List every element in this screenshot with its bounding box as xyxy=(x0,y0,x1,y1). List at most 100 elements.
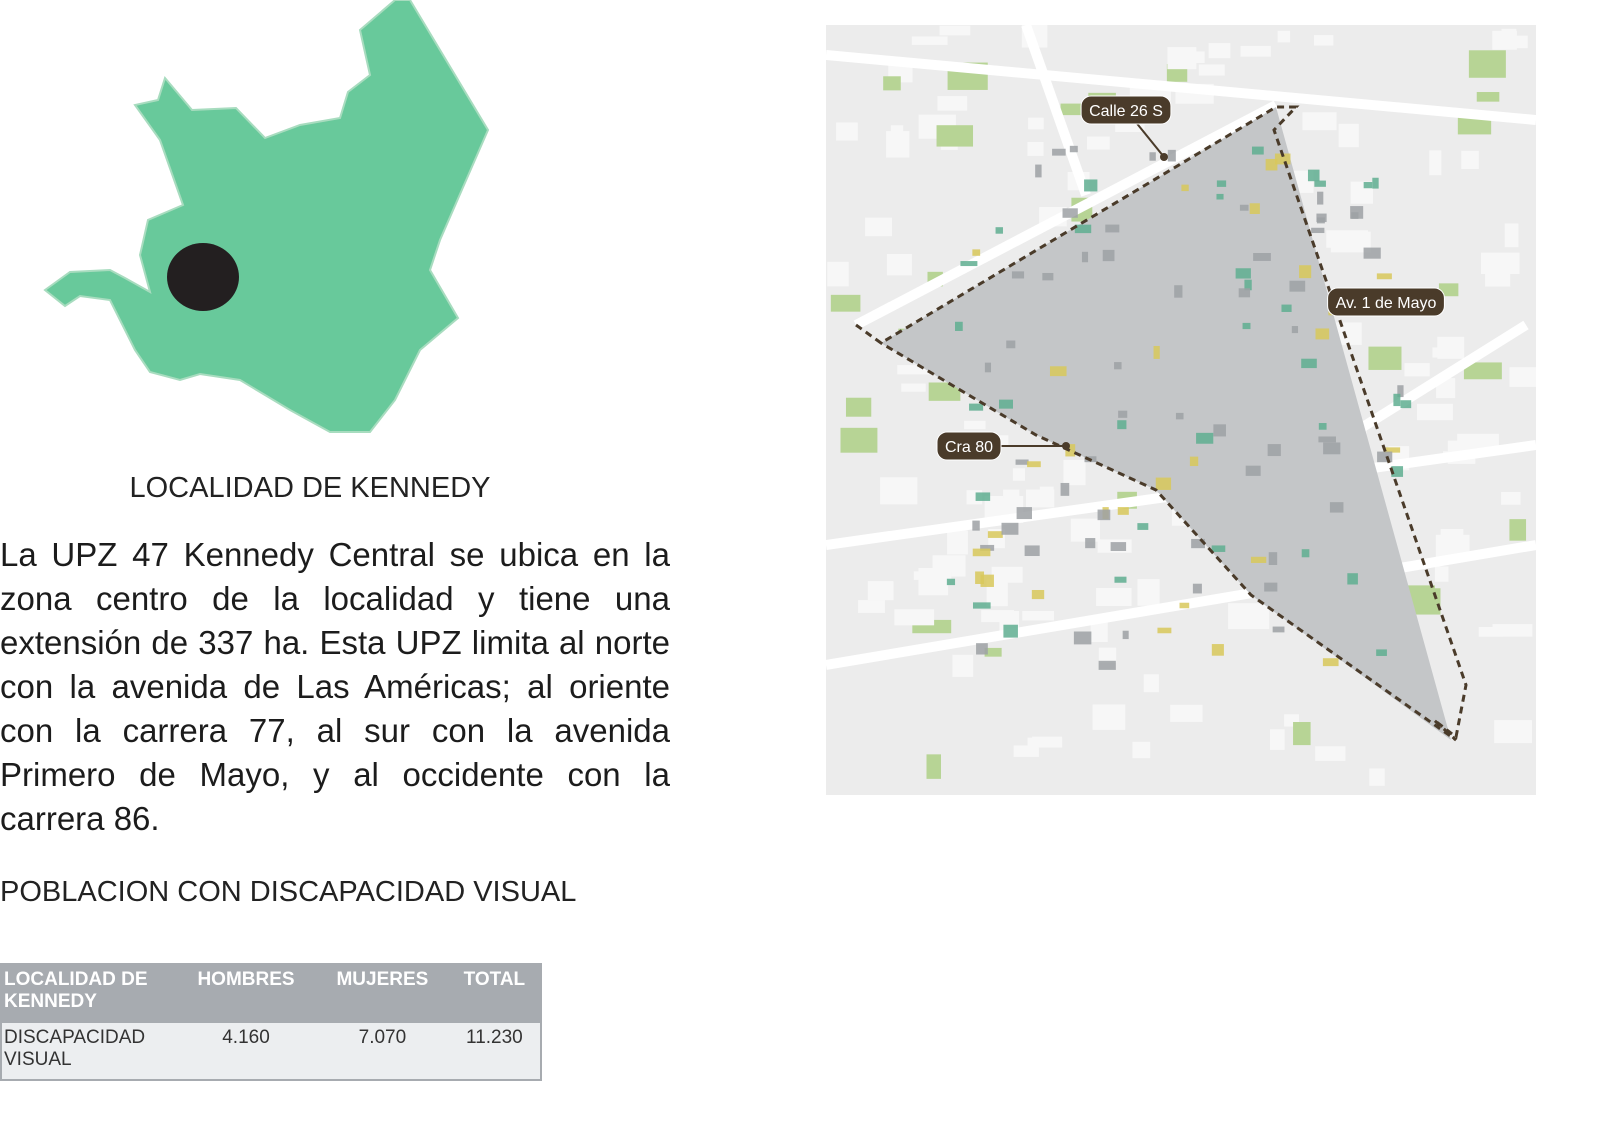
block xyxy=(940,26,971,36)
map-label: Calle 26 S xyxy=(1089,103,1163,120)
building xyxy=(1017,507,1032,519)
building xyxy=(1085,538,1095,548)
building xyxy=(1317,192,1323,205)
block xyxy=(827,262,848,287)
block xyxy=(1293,722,1311,745)
block xyxy=(1170,705,1202,722)
building xyxy=(1364,248,1381,259)
building xyxy=(1196,433,1213,444)
block xyxy=(1133,742,1151,758)
building xyxy=(1264,583,1277,592)
block xyxy=(1501,492,1520,505)
building xyxy=(1149,152,1155,160)
building xyxy=(1070,146,1078,152)
building xyxy=(1035,165,1041,178)
building xyxy=(1103,250,1115,261)
building xyxy=(1137,523,1148,530)
building xyxy=(1105,225,1119,233)
block xyxy=(927,754,941,779)
block xyxy=(1326,230,1368,248)
building xyxy=(988,531,1003,538)
block xyxy=(1241,46,1271,57)
block xyxy=(1315,746,1345,761)
building xyxy=(1253,253,1271,261)
block xyxy=(1003,490,1019,499)
building xyxy=(1061,483,1070,496)
block xyxy=(1494,720,1532,743)
building xyxy=(1075,225,1091,233)
header-cell: TOTAL xyxy=(449,964,541,1023)
block xyxy=(1209,43,1231,58)
building xyxy=(1180,603,1190,609)
block xyxy=(1026,490,1054,508)
block xyxy=(981,610,1014,622)
block xyxy=(1028,118,1044,130)
building xyxy=(1316,328,1330,339)
building xyxy=(1292,326,1298,333)
block xyxy=(1302,112,1336,130)
block xyxy=(912,36,948,44)
building xyxy=(1213,424,1226,436)
building xyxy=(1317,217,1325,223)
building xyxy=(1032,590,1044,599)
block xyxy=(858,600,885,613)
block xyxy=(1022,611,1054,621)
building xyxy=(1377,452,1392,463)
building xyxy=(1350,206,1363,219)
building xyxy=(1074,631,1091,644)
block xyxy=(1481,253,1519,274)
building xyxy=(1181,185,1188,191)
block xyxy=(964,421,985,429)
building xyxy=(1347,573,1358,584)
building xyxy=(1318,436,1336,442)
building xyxy=(1212,644,1224,656)
building xyxy=(1176,413,1184,419)
block xyxy=(1505,224,1519,248)
block xyxy=(1461,151,1479,169)
block xyxy=(1137,579,1159,606)
building xyxy=(1050,366,1067,376)
block xyxy=(1087,137,1110,150)
block xyxy=(1429,150,1441,175)
building xyxy=(1311,228,1324,233)
block xyxy=(1405,363,1430,376)
building xyxy=(1240,205,1249,211)
location-marker xyxy=(167,243,239,311)
building xyxy=(1168,150,1176,162)
building xyxy=(1111,542,1126,551)
block xyxy=(1278,31,1291,43)
building xyxy=(973,602,991,608)
building xyxy=(1118,507,1129,515)
block xyxy=(868,581,894,600)
block xyxy=(831,295,861,312)
locality-shape xyxy=(45,0,488,432)
building xyxy=(1323,442,1340,454)
section-heading: POBLACION CON DISCAPACIDAD VISUAL xyxy=(0,876,576,909)
building xyxy=(1319,423,1327,430)
building xyxy=(960,261,977,266)
building xyxy=(1114,577,1126,583)
block xyxy=(918,568,948,595)
building xyxy=(985,363,991,373)
header-cell: HOMBRES xyxy=(176,964,316,1023)
block xyxy=(836,122,858,140)
block xyxy=(1493,624,1533,637)
block xyxy=(880,477,917,504)
cell: DISCAPACIDAD VISUAL xyxy=(1,1023,176,1080)
building xyxy=(1323,658,1339,666)
data-table: LOCALIDAD DE KENNEDY HOMBRES MUJERES TOT… xyxy=(0,963,542,1081)
building xyxy=(1003,625,1018,638)
block xyxy=(947,531,968,555)
building xyxy=(1330,502,1344,512)
block xyxy=(1368,347,1401,370)
data-row: DISCAPACIDAD VISUAL 4.160 7.070 11.230 xyxy=(1,1023,541,1080)
block xyxy=(1199,64,1225,75)
header-row: LOCALIDAD DE KENNEDY HOMBRES MUJERES TOT… xyxy=(1,964,541,1023)
building xyxy=(1401,400,1412,408)
building xyxy=(1114,362,1121,369)
block xyxy=(901,384,925,392)
block xyxy=(1469,50,1506,77)
block xyxy=(865,218,892,237)
building xyxy=(999,400,1013,409)
block xyxy=(937,125,973,146)
